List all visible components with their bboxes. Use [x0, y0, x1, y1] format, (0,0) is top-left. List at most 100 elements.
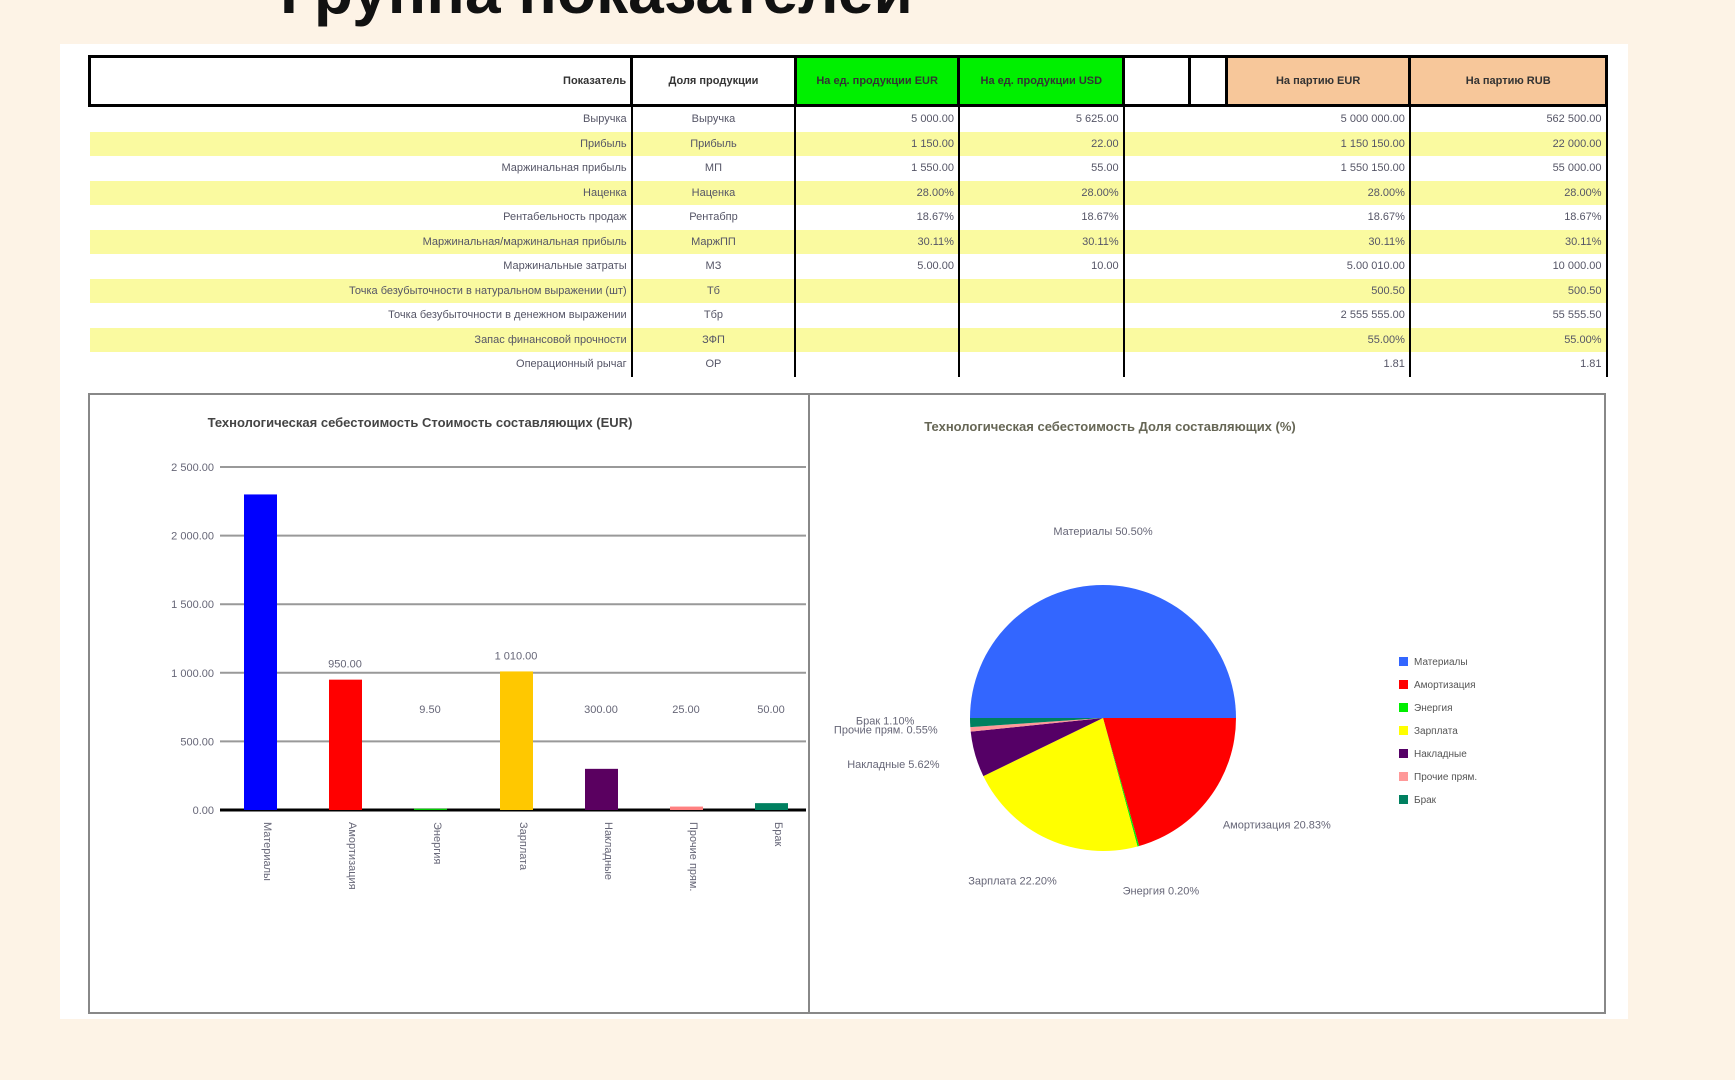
table-cell: 22.00 — [957, 131, 1125, 156]
table-cell: Рентабельность продаж — [89, 205, 633, 230]
indicators-table: Показатель Доля продукции На ед. продукции… — [87, 55, 1608, 377]
x-tick-label: Брак — [772, 822, 784, 846]
table-cell: Наценка — [630, 180, 797, 205]
table-cell: 2 555 555.00 — [1122, 303, 1411, 328]
column-header: На партию RUB — [1408, 55, 1608, 107]
table-cell: Прибыль — [89, 131, 633, 156]
table-cell: Тб — [630, 278, 797, 303]
table-cell: 10.00 — [957, 254, 1125, 279]
bar — [670, 806, 703, 810]
y-tick-label: 2 500.00 — [171, 462, 214, 474]
column-header: На ед. продукции USD — [957, 55, 1126, 107]
table-cell — [794, 303, 960, 328]
table-cell — [794, 327, 960, 352]
column-header — [1187, 55, 1228, 107]
y-tick-label: 2 000.00 — [171, 531, 214, 543]
data-label: 9.50 — [419, 704, 440, 716]
pie-slice — [1103, 718, 1140, 847]
bar — [244, 494, 277, 810]
legend-swatch — [1399, 795, 1408, 804]
table-cell: 55.00 — [957, 156, 1125, 181]
table-row: Маржинальные затраты МЗ 5.00.00 10.00 5.00 0… — [89, 254, 1608, 279]
table-cell: 5 625.00 — [957, 105, 1125, 132]
table-cell: 500.50 — [1122, 278, 1411, 303]
legend-swatch — [1399, 772, 1408, 781]
table-cell — [794, 278, 960, 303]
table-cell: Точка безубыточности в натуральном выраж… — [89, 278, 633, 303]
table-cell: 28.00% — [957, 180, 1125, 205]
table-cell: 55 000.00 — [1408, 156, 1608, 181]
x-tick-label: Материалы — [261, 822, 273, 881]
slice-label: Прочие прям. 0.55% — [834, 725, 938, 737]
legend-item: Энергия — [1414, 703, 1452, 714]
table-cell: 500.50 — [1408, 278, 1608, 303]
legend-item: Амортизация — [1414, 680, 1476, 691]
column-header: На ед. продукции EUR — [793, 55, 961, 107]
table-cell: 28.00% — [1122, 180, 1411, 205]
bar — [329, 679, 362, 810]
pie-slice — [970, 718, 1103, 777]
legend-item: Прочие прям. — [1414, 772, 1477, 783]
table-cell: 1 150 150.00 — [1122, 131, 1411, 156]
legend-item: Зарплата — [1414, 726, 1458, 737]
table-cell: Маржинальная/маржинальная прибыль — [89, 229, 633, 254]
legend-swatch — [1399, 726, 1408, 735]
table-row: Маржинальная прибыль МП 1 550.00 55.00 1 550… — [89, 156, 1608, 181]
table-cell: 5.00 010.00 — [1122, 254, 1411, 279]
bar-chart: Технологическая себестоимость Стоимость … — [88, 393, 810, 1014]
table-cell: 28.00% — [1408, 180, 1608, 205]
bar — [585, 768, 618, 810]
slice-label: Зарплата 22.20% — [968, 875, 1057, 887]
x-tick-label: Энергия — [431, 822, 443, 864]
table-row: Наценка Наценка 28.00% 28.00% 28.00% 28.00% — [89, 180, 1608, 205]
table-cell: 5 000.00 — [794, 105, 960, 132]
table-cell: 22 000.00 — [1408, 131, 1608, 156]
table-cell: МаржПП — [630, 229, 797, 254]
bar — [500, 671, 533, 810]
table-cell: Рентабпр — [630, 205, 797, 230]
column-header: На партию EUR — [1224, 55, 1412, 107]
y-tick-label: 500.00 — [180, 736, 214, 748]
table-cell: Операционный рычаг — [89, 352, 633, 377]
table-cell: Прибыль — [630, 131, 797, 156]
data-label: 50.00 — [757, 704, 785, 716]
data-label: 300.00 — [584, 704, 618, 716]
slice-label: Материалы 50.50% — [1053, 526, 1152, 538]
table-cell: 562 500.00 — [1408, 105, 1608, 132]
legend-swatch — [1399, 680, 1408, 689]
table-cell — [794, 352, 960, 377]
table-row: Выручка Выручка 5 000.00 5 625.00 5 000 000.… — [89, 105, 1608, 132]
legend-swatch — [1399, 749, 1408, 758]
table-cell: 5.00.00 — [794, 254, 960, 279]
table-cell: Тбр — [630, 303, 797, 328]
data-label: 950.00 — [328, 659, 362, 671]
table-cell: 18.67% — [1408, 205, 1608, 230]
table-cell: 30.11% — [1122, 229, 1411, 254]
table-cell: МЗ — [630, 254, 797, 279]
y-tick-label: 1 500.00 — [171, 599, 214, 611]
chart-title: Технологическая себестоимость Стоимость … — [208, 415, 633, 430]
table-cell: 28.00% — [794, 180, 960, 205]
bar — [755, 803, 788, 810]
table-row: Маржинальная/маржинальная прибыль МаржПП 3… — [89, 229, 1608, 254]
column-header: Доля продукции — [630, 55, 797, 107]
table-cell: Выручка — [630, 105, 797, 132]
x-tick-label: Прочие прям. — [687, 822, 699, 891]
pie-slice — [1103, 718, 1236, 847]
table-cell: 1 550 150.00 — [1122, 156, 1411, 181]
legend-swatch — [1399, 703, 1408, 712]
slice-label: Амортизация 20.83% — [1223, 819, 1331, 831]
table-cell — [957, 327, 1125, 352]
table-row: Рентабельность продаж Рентабпр 18.67% 18.67… — [89, 205, 1608, 230]
table-cell — [957, 352, 1125, 377]
table-cell: ОР — [630, 352, 797, 377]
table-cell: 18.67% — [957, 205, 1125, 230]
table-cell: 1 550.00 — [794, 156, 960, 181]
table-cell: Точка безубыточности в денежном выражени… — [89, 303, 633, 328]
slice-label: Энергия 0.20% — [1123, 885, 1200, 897]
table-cell: 18.67% — [794, 205, 960, 230]
legend-item: Брак — [1414, 795, 1437, 806]
table-cell: 10 000.00 — [1408, 254, 1608, 279]
table-cell: 30.11% — [1408, 229, 1608, 254]
table-cell — [957, 303, 1125, 328]
